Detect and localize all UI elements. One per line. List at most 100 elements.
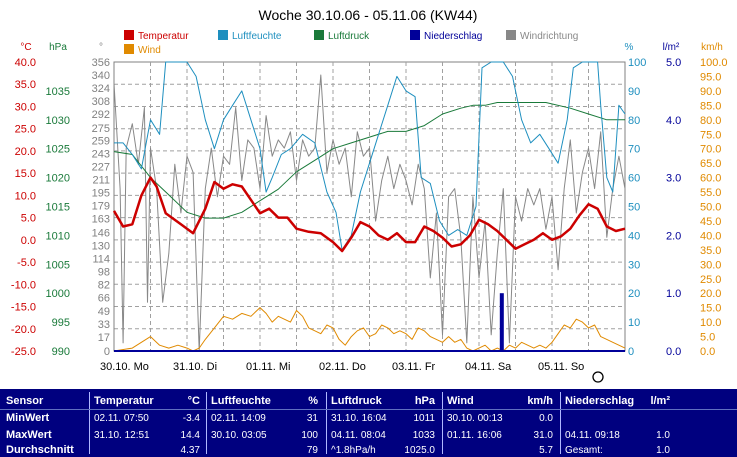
- rain-tick: 4.0: [666, 115, 681, 127]
- wind-tick: 70.0: [700, 144, 721, 156]
- avg-press-val: 1025.0: [404, 445, 435, 456]
- direction-tick: 259: [92, 136, 110, 148]
- col-separator: [326, 392, 327, 454]
- header-hum: Luftfeuchte: [211, 395, 271, 407]
- direction-tick: 0: [104, 346, 110, 358]
- max-hum-val: 100: [301, 430, 318, 441]
- legend-swatch-4: [506, 30, 516, 40]
- pressure-tick: 1025: [46, 144, 70, 156]
- max-temp-val: 14.4: [180, 430, 200, 441]
- direction-tick: 340: [92, 70, 110, 82]
- wind-tick: 40.0: [700, 230, 721, 242]
- header-rain: Niederschlag: [565, 395, 635, 407]
- legend-swatch-5: [124, 44, 134, 54]
- direction-tick: 356: [92, 57, 110, 69]
- direction-tick: 243: [92, 149, 110, 161]
- wind-tick: 45.0: [700, 216, 721, 228]
- wind-tick: 5.0: [700, 332, 715, 344]
- min-temp-val: -3.4: [182, 413, 200, 424]
- unit-pressure: hPa: [49, 42, 67, 53]
- header-rain-unit: l/m²: [650, 395, 670, 407]
- direction-tick: 195: [92, 188, 110, 200]
- legend-label-3: Niederschlag: [424, 31, 482, 42]
- direction-tick: 146: [92, 227, 110, 239]
- legend-swatch-2: [314, 30, 324, 40]
- direction-tick: 324: [92, 83, 110, 95]
- avg-hum-val: 79: [306, 445, 318, 456]
- temp-tick: -5.0: [17, 257, 36, 269]
- temp-tick: 10.0: [15, 190, 36, 202]
- min-hum-val: 31: [306, 413, 318, 424]
- direction-tick: 163: [92, 214, 110, 226]
- temp-tick: -20.0: [11, 324, 36, 336]
- min-wind-val: 0.0: [539, 413, 553, 424]
- rain-tick: 3.0: [666, 173, 681, 185]
- direction-tick: 82: [98, 279, 110, 291]
- x-label-5: 04.11. Sa: [465, 361, 512, 373]
- humidity-tick: 70: [628, 144, 640, 156]
- col-separator: [442, 392, 443, 454]
- chart-grid: [113, 61, 626, 352]
- wind-tick: 20.0: [700, 288, 721, 300]
- col-separator: [89, 392, 90, 454]
- series-direction: [113, 74, 626, 352]
- stats-table: Sensor Temperatur °C Luftfeuchte% Luftdruck h…: [0, 389, 737, 457]
- temp-tick: 25.0: [15, 124, 36, 136]
- series-temperature: [112, 176, 626, 253]
- rain-tick: 5.0: [666, 57, 681, 69]
- wind-tick: 90.0: [700, 86, 721, 98]
- wind-tick: 25.0: [700, 274, 721, 286]
- avg-temp-val: 4.37: [180, 445, 200, 456]
- max-wind-val: 31.0: [533, 430, 553, 441]
- humidity-tick: 80: [628, 115, 640, 127]
- pressure-tick: 1015: [46, 202, 70, 214]
- unit-temp: °C: [20, 42, 31, 53]
- row-label-2: Durchschnitt: [6, 444, 74, 456]
- direction-tick: 211: [92, 175, 110, 187]
- max-rain-val: 1.0: [656, 430, 670, 441]
- x-label-6: 05.11. So: [538, 361, 584, 373]
- position-marker: [592, 371, 604, 383]
- direction-tick: 49: [98, 306, 110, 318]
- wind-tick: 15.0: [700, 303, 721, 315]
- series-humidity: [114, 61, 626, 251]
- rain-tick: 0.0: [666, 346, 681, 358]
- humidity-tick: 100: [628, 57, 646, 69]
- legend-swatch-3: [410, 30, 420, 40]
- legend-swatch-1: [218, 30, 228, 40]
- unit-rain: l/m²: [663, 42, 680, 53]
- wind-tick: 30.0: [700, 259, 721, 271]
- legend-swatch-0: [124, 30, 134, 40]
- rain-total-val: 1.0: [656, 445, 670, 456]
- min-temp-time: 02.11. 07:50: [94, 413, 149, 424]
- direction-tick: 98: [98, 266, 110, 278]
- x-axis-labels: 30.10. Mo 31.10. Di 01.11. Mi 02.11. Do 03.1…: [100, 361, 584, 373]
- direction-tick: 227: [92, 162, 110, 174]
- humidity-tick: 10: [628, 317, 640, 329]
- max-temp-time: 31.10. 12:51: [94, 430, 150, 441]
- avg-press-trend: ^1.8hPa/h: [331, 445, 376, 456]
- temp-tick: -25.0: [11, 346, 36, 358]
- direction-tick: 275: [92, 123, 110, 135]
- wind-tick: 0.0: [700, 346, 715, 358]
- direction-tick: 130: [92, 240, 110, 252]
- col-separator: [560, 392, 561, 454]
- wind-tick: 50.0: [700, 202, 721, 214]
- wind-tick: 55.0: [700, 187, 721, 199]
- wind-tick: 35.0: [700, 245, 721, 257]
- header-press: Luftdruck: [331, 395, 382, 407]
- axis-units: °C hPa °% l/m² km/h: [20, 42, 722, 53]
- wind-tick: 10.0: [700, 317, 721, 329]
- legend-label-4: Windrichtung: [520, 31, 578, 42]
- header-press-unit: hPa: [414, 395, 435, 407]
- pressure-tick: 1035: [46, 86, 70, 98]
- min-hum-time: 02.11. 14:09: [211, 413, 266, 424]
- humidity-tick: 30: [628, 259, 640, 271]
- legend-label-2: Luftdruck: [328, 31, 370, 42]
- pressure-tick: 1010: [46, 230, 70, 242]
- row-label-1: MaxWert: [6, 429, 52, 441]
- x-label-2: 01.11. Mi: [246, 361, 290, 373]
- temp-tick: 5.0: [21, 213, 36, 225]
- header-wind: Wind: [447, 395, 474, 407]
- humidity-tick: 40: [628, 230, 640, 242]
